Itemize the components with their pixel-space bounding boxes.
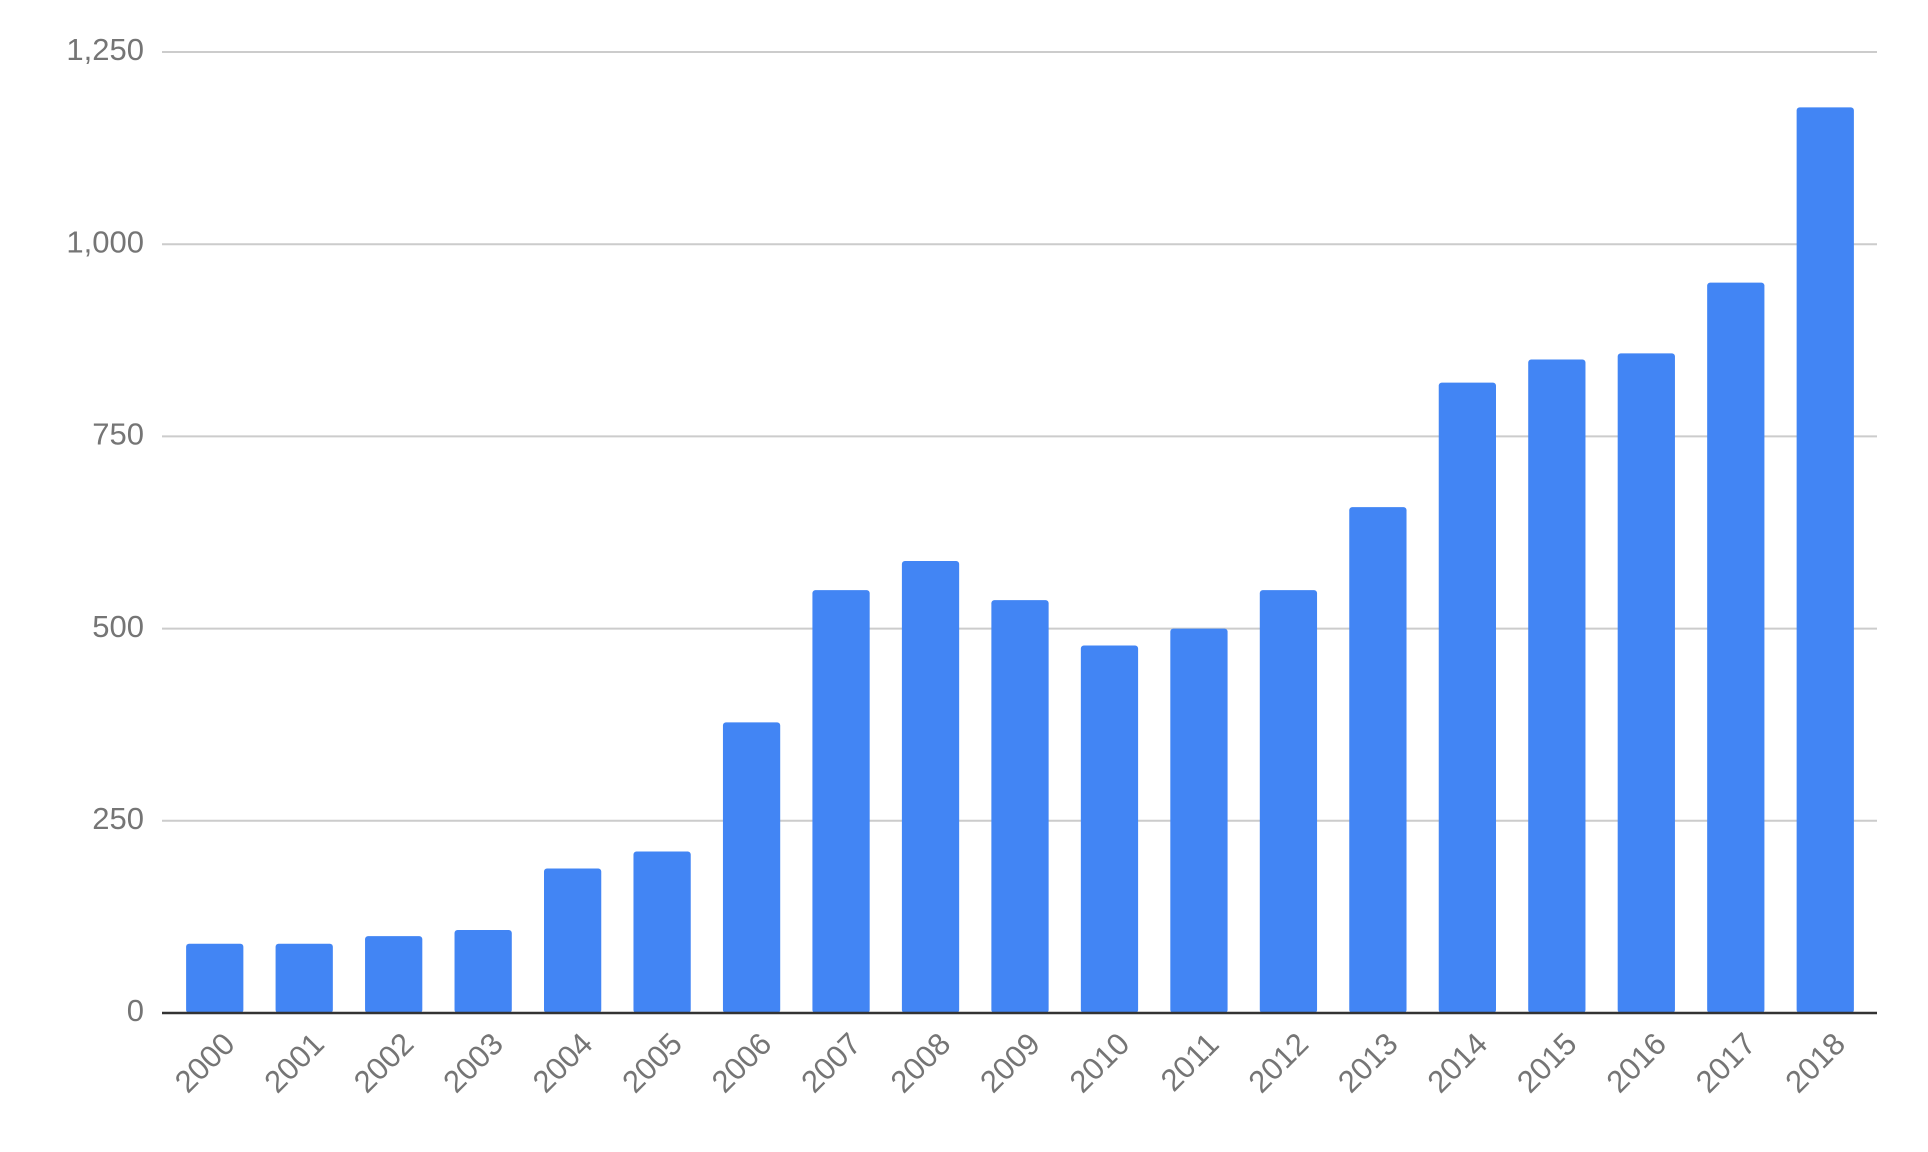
bar [991,600,1049,1013]
x-tick-label: 2005 [615,1026,689,1100]
x-tick-label: 2014 [1421,1026,1495,1100]
x-tick-label: 2011 [1154,1026,1226,1098]
x-tick-label: 2009 [973,1026,1047,1100]
y-tick-label: 1,000 [66,224,144,259]
x-tick-label: 2006 [705,1026,779,1100]
x-tick-label: 2016 [1600,1026,1674,1100]
x-tick-label: 2003 [436,1026,510,1100]
bar [1796,107,1854,1014]
x-tick-label: 2004 [526,1026,600,1100]
bar [365,936,423,1013]
y-tick-label: 0 [127,993,144,1028]
bar [1617,353,1675,1013]
bar [1528,359,1586,1013]
x-tick-label: 2015 [1510,1026,1584,1100]
x-tick-label: 2018 [1778,1026,1852,1100]
x-tick-label: 2017 [1689,1026,1763,1100]
x-tick-label: 2007 [794,1026,868,1100]
bar [1349,507,1407,1013]
x-tick-label: 2013 [1331,1026,1405,1100]
bar [722,722,781,1013]
bar [1259,590,1318,1013]
bar [901,560,960,1013]
bar [1438,382,1496,1014]
x-tick-label: 2000 [168,1026,242,1100]
y-tick-label: 1,250 [66,32,144,67]
x-tick-label: 2002 [347,1026,421,1100]
bar [454,929,512,1013]
bar [633,851,691,1013]
y-tick-label: 750 [92,417,144,452]
bar [1170,628,1228,1013]
y-tick-label: 250 [92,801,144,836]
x-tick-label: 2001 [257,1026,331,1100]
x-tick-label: 2008 [884,1026,958,1100]
bar [544,868,602,1013]
y-tick-label: 500 [92,609,144,644]
bar [1080,645,1139,1013]
bar [1707,282,1765,1013]
bar [186,943,244,1013]
bar [275,943,333,1013]
x-tick-label: 2012 [1242,1026,1316,1100]
bar [812,590,870,1013]
x-tick-label: 2010 [1063,1026,1137,1100]
